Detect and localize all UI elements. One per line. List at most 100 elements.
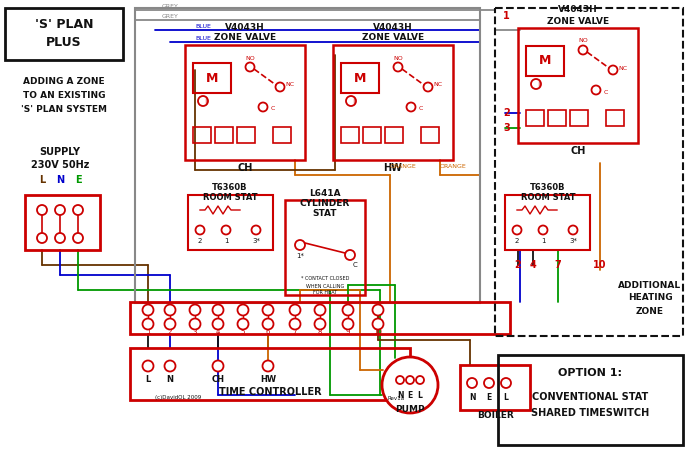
Text: |: | [537, 80, 539, 88]
Text: 8: 8 [318, 329, 322, 335]
Text: V4043H: V4043H [225, 22, 265, 31]
Bar [135, 8, 480, 303]
Bar [460, 365, 530, 410]
Text: 2: 2 [168, 329, 172, 335]
Circle shape [143, 360, 153, 372]
Circle shape [416, 376, 424, 384]
Text: 2: 2 [515, 238, 519, 244]
Text: ADDING A ZONE: ADDING A ZONE [23, 78, 105, 87]
Circle shape [406, 376, 414, 384]
Text: ZONE VALVE: ZONE VALVE [362, 34, 424, 43]
Text: TIME CONTROLLER: TIME CONTROLLER [219, 387, 322, 397]
Text: N: N [469, 393, 475, 402]
Circle shape [246, 63, 255, 72]
Circle shape [164, 319, 175, 329]
Bar [385, 127, 403, 143]
Circle shape [382, 357, 438, 413]
Circle shape [396, 376, 404, 384]
Text: L: L [504, 393, 509, 402]
Text: PUMP: PUMP [395, 405, 425, 415]
Text: T6360B: T6360B [213, 183, 248, 192]
Bar [273, 127, 291, 143]
Text: |: | [204, 97, 206, 104]
Text: 10: 10 [373, 329, 382, 335]
Bar [518, 28, 638, 143]
Circle shape [213, 305, 224, 315]
Text: 1: 1 [146, 329, 150, 335]
Circle shape [164, 305, 175, 315]
Text: CONVENTIONAL STAT: CONVENTIONAL STAT [532, 392, 648, 402]
Text: E: E [486, 393, 491, 402]
Text: FOR HEAT: FOR HEAT [313, 290, 337, 294]
Text: GREY: GREY [162, 14, 179, 19]
Text: ZONE VALVE: ZONE VALVE [214, 34, 276, 43]
Text: GREY: GREY [162, 3, 179, 8]
Text: NC: NC [286, 82, 295, 88]
Text: 3: 3 [503, 123, 510, 133]
Text: NO: NO [245, 56, 255, 60]
Text: NO: NO [393, 56, 403, 60]
Text: WHEN CALLING: WHEN CALLING [306, 284, 344, 288]
Circle shape [315, 305, 326, 315]
Circle shape [37, 233, 47, 243]
Circle shape [569, 226, 578, 234]
Circle shape [501, 378, 511, 388]
Text: 10: 10 [593, 260, 607, 270]
Text: M: M [539, 54, 551, 67]
Bar [25, 195, 100, 250]
Text: 6: 6 [266, 329, 270, 335]
Circle shape [591, 86, 600, 95]
Circle shape [373, 319, 384, 329]
Circle shape [73, 205, 83, 215]
Text: V4043H: V4043H [373, 22, 413, 31]
Circle shape [342, 319, 353, 329]
Text: STAT: STAT [313, 209, 337, 218]
Circle shape [143, 305, 153, 315]
Circle shape [467, 378, 477, 388]
Text: CH: CH [571, 146, 586, 156]
Text: HEATING: HEATING [628, 293, 672, 302]
Circle shape [55, 233, 65, 243]
Circle shape [295, 240, 305, 250]
Text: CH: CH [237, 163, 253, 173]
Circle shape [406, 102, 415, 111]
Circle shape [513, 226, 522, 234]
Text: |: | [352, 97, 354, 104]
Text: HW: HW [260, 375, 276, 385]
Text: ADDITIONAL: ADDITIONAL [618, 280, 682, 290]
Circle shape [237, 305, 248, 315]
Text: 1: 1 [503, 11, 510, 21]
Circle shape [424, 82, 433, 92]
Text: CH: CH [212, 375, 224, 385]
Text: SUPPLY: SUPPLY [39, 147, 81, 157]
Bar [193, 63, 231, 93]
Circle shape [37, 205, 47, 215]
Circle shape [221, 226, 230, 234]
Text: CYLINDER: CYLINDER [300, 198, 350, 207]
Circle shape [538, 226, 547, 234]
Text: L641A: L641A [309, 189, 341, 197]
Bar [363, 127, 381, 143]
Bar [526, 110, 544, 126]
Bar [421, 127, 439, 143]
Circle shape [213, 360, 224, 372]
Text: N: N [166, 375, 173, 385]
Text: 2: 2 [515, 260, 522, 270]
Bar [498, 355, 683, 445]
Text: BLUE: BLUE [195, 36, 211, 41]
Text: 3*: 3* [252, 238, 260, 244]
Text: T6360B: T6360B [530, 183, 566, 192]
Text: 3: 3 [193, 329, 197, 335]
Bar [341, 127, 359, 143]
Circle shape [164, 360, 175, 372]
Circle shape [275, 82, 284, 92]
Text: 4: 4 [216, 329, 220, 335]
Circle shape [346, 96, 356, 106]
Bar [548, 110, 566, 126]
Text: N: N [397, 390, 403, 400]
Text: C: C [604, 89, 608, 95]
Text: N: N [56, 175, 64, 185]
Circle shape [373, 305, 384, 315]
Text: NC: NC [618, 66, 628, 71]
Text: V4043H: V4043H [558, 6, 598, 15]
